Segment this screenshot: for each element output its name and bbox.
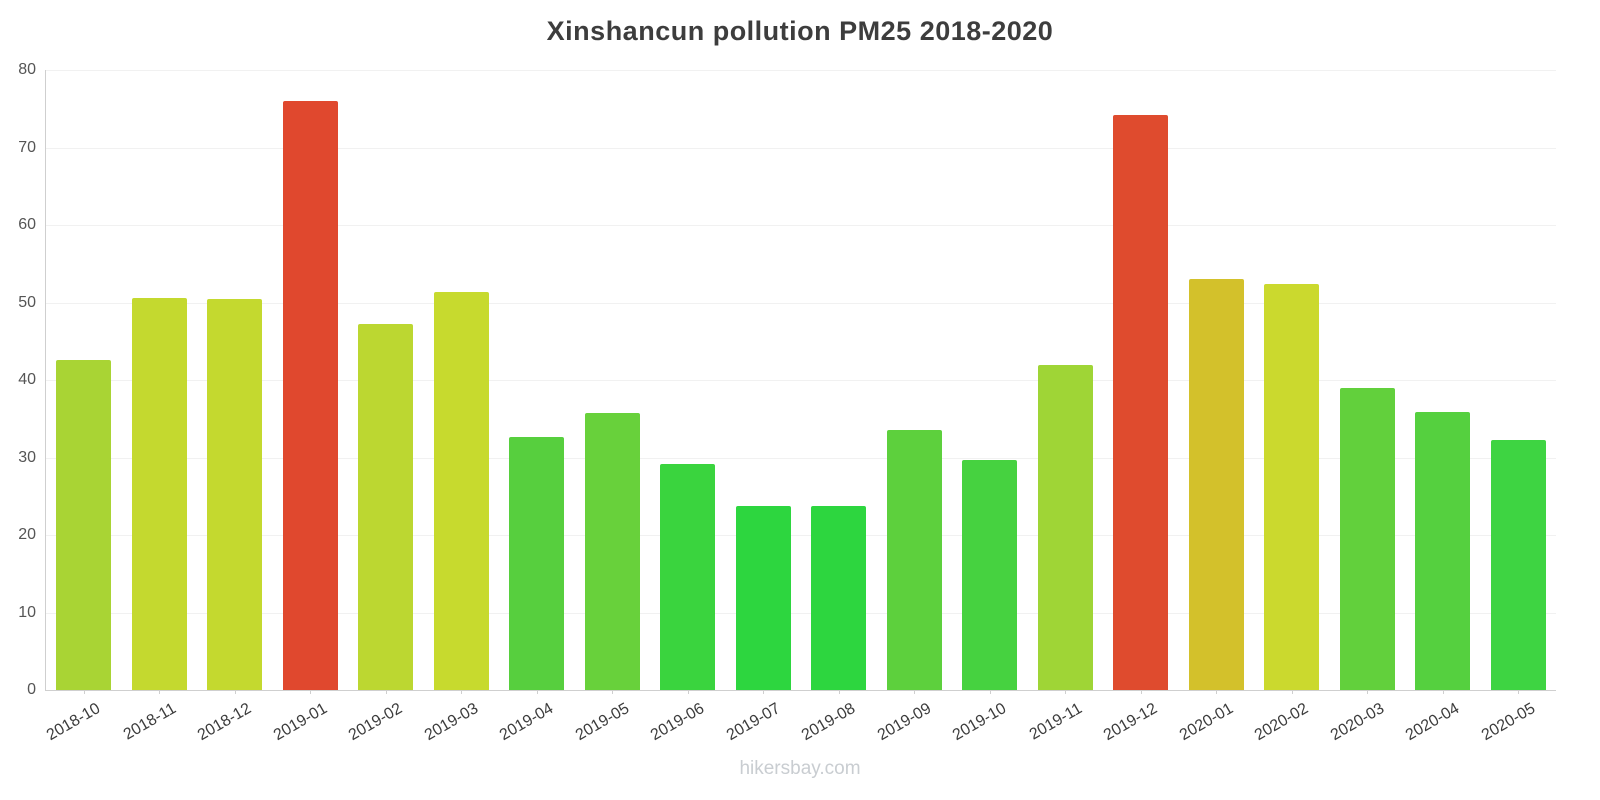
bar-2019-10[interactable] — [962, 459, 1018, 690]
x-axis-tick-2019-02 — [385, 690, 387, 694]
gridline-80 — [46, 70, 1556, 71]
x-axis-tick-2020-01 — [1216, 690, 1218, 694]
x-axis-tick-2019-08 — [838, 690, 840, 694]
x-axis-tick-2018-10 — [83, 690, 85, 694]
x-axis-tick-2019-11 — [1065, 690, 1067, 694]
bar-2019-08[interactable] — [811, 506, 867, 690]
x-axis-tick-2019-12 — [1140, 690, 1142, 694]
bar-2019-01[interactable] — [282, 101, 338, 690]
x-axis-label-2020-04: 2020-04 — [1402, 700, 1463, 745]
y-axis-label-20: 20 — [18, 526, 36, 543]
x-axis-label-2020-03: 2020-03 — [1327, 700, 1387, 745]
bar-2020-04[interactable] — [1415, 411, 1471, 690]
x-axis-label-2018-10: 2018-10 — [43, 700, 104, 745]
bar-2020-03[interactable] — [1339, 387, 1395, 690]
x-axis-label-2019-09: 2019-09 — [874, 700, 934, 745]
bar-2019-11[interactable] — [1037, 365, 1093, 690]
x-axis-tick-2019-04 — [536, 690, 538, 694]
x-axis-label-2020-01: 2020-01 — [1176, 700, 1236, 745]
x-axis-label-2018-12: 2018-12 — [194, 700, 255, 745]
x-axis-label-2018-11: 2018-11 — [120, 700, 179, 744]
bar-2019-03[interactable] — [433, 292, 489, 690]
x-axis-tick-2019-06 — [687, 690, 689, 694]
y-axis-label-30: 30 — [18, 448, 36, 466]
y-axis-label-60: 60 — [18, 216, 36, 233]
x-axis-tick-2019-09 — [914, 690, 916, 694]
gridline-50 — [46, 302, 1556, 304]
x-axis-label-2019-10: 2019-10 — [949, 700, 1010, 745]
gridline-20 — [46, 535, 1556, 536]
bar-2019-02[interactable] — [358, 324, 414, 690]
x-axis-tick-2020-02 — [1291, 690, 1293, 694]
x-axis-label-2019-02: 2019-02 — [345, 700, 406, 745]
bar-2018-12[interactable] — [207, 299, 263, 690]
x-axis-tick-2019-10 — [989, 690, 991, 694]
chart-title: Xinshancun pollution PM25 2018-2020 — [546, 16, 1054, 46]
bar-2018-10[interactable] — [56, 359, 112, 690]
bar-2020-01[interactable] — [1188, 279, 1244, 690]
y-axis-label-50: 50 — [18, 293, 36, 311]
y-axis-label-70: 70 — [18, 138, 36, 156]
x-axis-tick-2019-05 — [612, 690, 614, 694]
bar-2018-11[interactable] — [131, 297, 187, 690]
x-axis-label-2019-05: 2019-05 — [572, 700, 632, 745]
gridline-60 — [46, 225, 1556, 226]
bar-2019-05[interactable] — [584, 412, 640, 690]
bar-2019-06[interactable] — [660, 464, 716, 690]
x-axis-tick-2018-12 — [234, 690, 236, 694]
gridline-30 — [46, 457, 1556, 459]
x-axis-label-2019-01: 2019-01 — [270, 700, 330, 745]
x-axis-label-2019-08: 2019-08 — [798, 700, 859, 745]
bar-2019-04[interactable] — [509, 437, 565, 690]
x-axis-label-2019-03: 2019-03 — [421, 700, 481, 745]
y-axis-label-0: 0 — [27, 681, 36, 698]
bar-2020-02[interactable] — [1264, 283, 1320, 690]
gridline-70 — [46, 147, 1556, 149]
y-axis-label-10: 10 — [18, 603, 36, 621]
x-axis-tick-2019-07 — [763, 690, 765, 694]
x-axis-label-2019-06: 2019-06 — [647, 700, 708, 745]
x-axis-tick-2018-11 — [159, 690, 161, 694]
x-axis-label-2019-12: 2019-12 — [1100, 700, 1161, 745]
watermark: hikersbay.com — [739, 758, 861, 779]
x-axis-label-2020-05: 2020-05 — [1478, 700, 1538, 745]
gridline-40 — [46, 380, 1556, 381]
x-axis-tick-2020-05 — [1518, 690, 1520, 694]
x-axis-tick-2020-03 — [1367, 690, 1369, 694]
gridline-10 — [46, 612, 1556, 614]
x-axis-label-2019-07: 2019-07 — [723, 700, 783, 745]
y-axis-label-40: 40 — [18, 371, 36, 388]
x-axis-tick-2019-01 — [310, 690, 312, 694]
x-axis-tick-2020-04 — [1442, 690, 1444, 694]
bar-2020-05[interactable] — [1490, 439, 1546, 690]
x-axis-label-2019-04: 2019-04 — [496, 700, 557, 745]
x-axis-tick-2019-03 — [461, 690, 463, 694]
x-axis-label-2020-02: 2020-02 — [1251, 700, 1312, 745]
x-axis-label-2019-11: 2019-11 — [1026, 700, 1085, 744]
bar-2019-12[interactable] — [1113, 114, 1169, 690]
plot-area — [45, 70, 1556, 694]
bar-2019-07[interactable] — [735, 505, 791, 690]
bar-2019-09[interactable] — [886, 430, 942, 690]
y-axis-label-80: 80 — [18, 61, 36, 78]
